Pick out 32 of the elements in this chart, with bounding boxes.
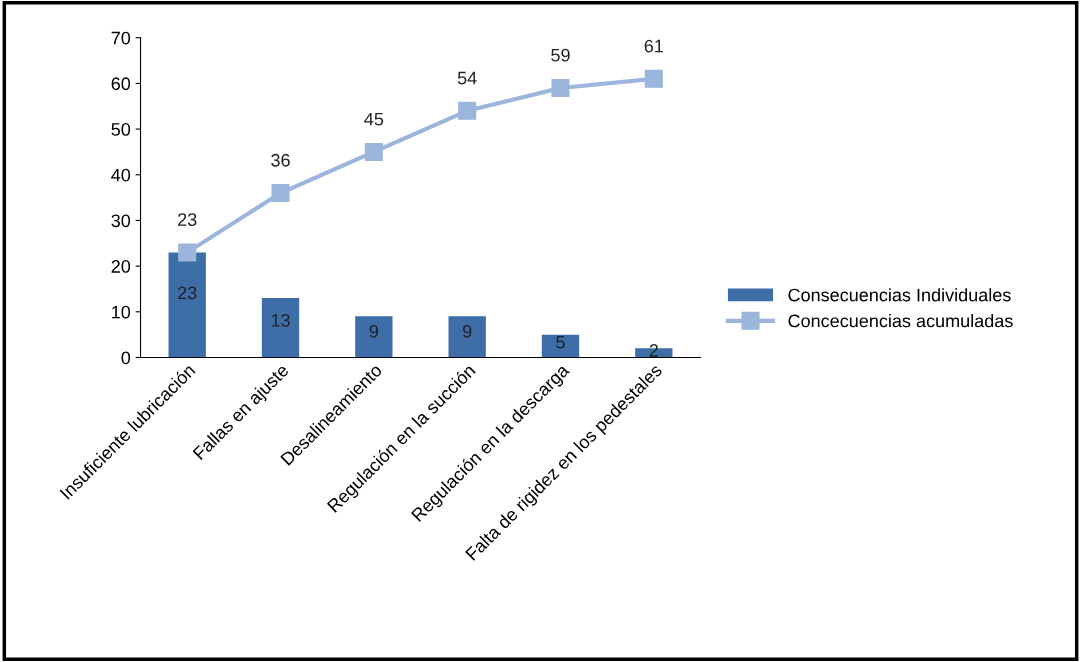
data-label: 61 (644, 39, 663, 53)
point (644, 69, 663, 88)
y-tick-label: 60 (111, 77, 131, 91)
y-tick-label: 70 (111, 31, 131, 45)
data-label: 59 (551, 48, 570, 62)
y-tick-label: 50 (111, 123, 131, 136)
bar (541, 334, 580, 358)
y-tick-label: 0 (121, 351, 131, 365)
bar (355, 316, 393, 358)
data-label: 36 (271, 153, 290, 167)
y-tick-label: 20 (111, 260, 131, 273)
data-label: 5 (556, 336, 565, 349)
legend-label: Concecuencias acumuladas (788, 314, 1013, 328)
data-label: 9 (369, 324, 379, 338)
y-tick-label: 30 (111, 214, 131, 228)
point (271, 184, 290, 203)
data-label: 9 (463, 324, 472, 338)
data-label: 45 (364, 112, 384, 126)
data-label: 23 (178, 213, 197, 227)
y-tick-label: 40 (111, 168, 131, 182)
y-tick-label: 10 (112, 305, 131, 319)
point (458, 101, 477, 120)
point (178, 243, 197, 262)
bar (168, 252, 206, 358)
data-label: 54 (457, 71, 477, 85)
data-label: 23 (178, 286, 197, 300)
legend-label: Consecuencias Individuales (788, 288, 1011, 302)
point (364, 142, 383, 161)
bar (261, 298, 300, 358)
bar (448, 316, 486, 358)
data-label: 13 (271, 313, 290, 327)
point (551, 78, 570, 98)
